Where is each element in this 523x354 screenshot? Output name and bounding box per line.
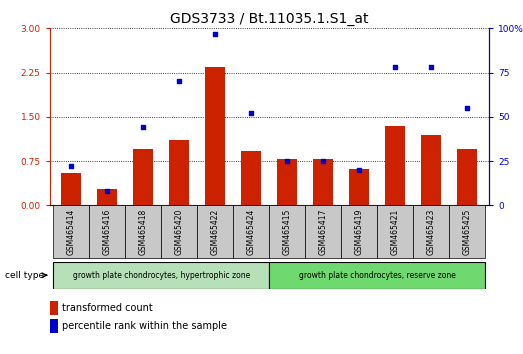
Bar: [53, 205, 89, 258]
Text: GSM465422: GSM465422: [211, 209, 220, 255]
Bar: [277, 159, 297, 205]
Point: [175, 79, 184, 84]
Text: GSM465416: GSM465416: [103, 209, 112, 255]
Point: [427, 64, 436, 70]
Point: [211, 31, 220, 36]
Point: [463, 105, 472, 111]
Point: [391, 64, 400, 70]
Bar: [313, 159, 333, 205]
Bar: [349, 169, 369, 205]
Bar: [89, 205, 126, 258]
Bar: [269, 262, 485, 289]
Bar: [206, 67, 225, 205]
Point: [139, 125, 147, 130]
Text: transformed count: transformed count: [62, 303, 153, 313]
Text: growth plate chondrocytes, hypertrophic zone: growth plate chondrocytes, hypertrophic …: [73, 271, 250, 280]
Text: GSM465418: GSM465418: [139, 209, 148, 255]
Text: GSM465417: GSM465417: [319, 209, 328, 255]
Bar: [449, 205, 485, 258]
Bar: [233, 205, 269, 258]
Bar: [413, 205, 449, 258]
Bar: [97, 189, 117, 205]
Point: [67, 164, 75, 169]
Bar: [385, 126, 405, 205]
Bar: [378, 205, 413, 258]
Bar: [133, 149, 153, 205]
Point: [247, 110, 256, 116]
Bar: [169, 141, 189, 205]
Text: cell type: cell type: [5, 271, 44, 280]
Bar: [342, 205, 378, 258]
Text: GSM465420: GSM465420: [175, 209, 184, 255]
Text: growth plate chondrocytes, reserve zone: growth plate chondrocytes, reserve zone: [299, 271, 456, 280]
Bar: [126, 205, 161, 258]
Bar: [305, 205, 342, 258]
Title: GDS3733 / Bt.11035.1.S1_at: GDS3733 / Bt.11035.1.S1_at: [170, 12, 369, 26]
Text: percentile rank within the sample: percentile rank within the sample: [62, 321, 226, 331]
Bar: [458, 149, 477, 205]
Bar: [242, 151, 262, 205]
Text: GSM465419: GSM465419: [355, 209, 364, 255]
Point: [355, 167, 363, 173]
Bar: [53, 262, 269, 289]
Bar: [161, 205, 197, 258]
Text: GSM465424: GSM465424: [247, 209, 256, 255]
Bar: [422, 135, 441, 205]
Bar: [269, 205, 305, 258]
Text: GSM465423: GSM465423: [427, 209, 436, 255]
Point: [103, 188, 111, 194]
Bar: [197, 205, 233, 258]
Point: [319, 158, 327, 164]
Text: GSM465414: GSM465414: [67, 209, 76, 255]
Bar: [61, 173, 81, 205]
Point: [283, 158, 291, 164]
Text: GSM465415: GSM465415: [283, 209, 292, 255]
Text: GSM465421: GSM465421: [391, 209, 400, 255]
Text: GSM465425: GSM465425: [463, 209, 472, 255]
